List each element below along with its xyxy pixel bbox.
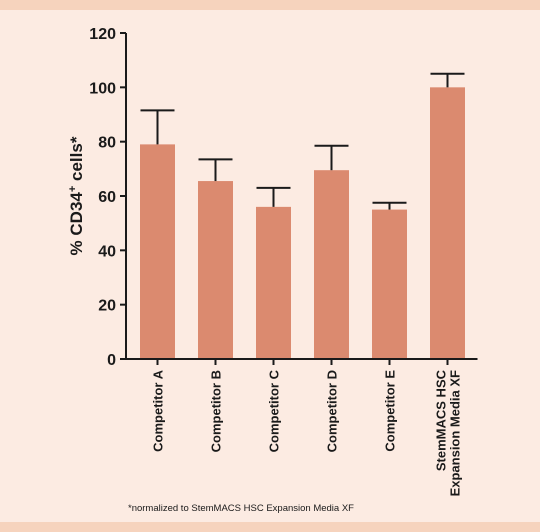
- x-category-label: Competitor B: [209, 370, 224, 452]
- x-category-label: Competitor D: [325, 370, 340, 452]
- y-axis-ticks: 0 20 40 60 80 100 120: [89, 26, 126, 369]
- y-tick-label: 40: [98, 243, 116, 260]
- error-bars: [140, 72, 465, 210]
- y-tick-label: 100: [89, 80, 116, 97]
- y-axis-title-superscript: +: [67, 186, 79, 192]
- x-category-label: Competitor A: [151, 369, 166, 451]
- y-axis-title-main: % CD34: [67, 192, 86, 256]
- y-tick-label: 60: [98, 189, 116, 206]
- y-tick-label: 0: [107, 352, 116, 369]
- bar: [430, 87, 465, 359]
- x-axis-category-labels: Competitor A Competitor B Competitor C Comp…: [151, 369, 463, 496]
- bar: [256, 206, 291, 359]
- bottom-band: [0, 522, 540, 532]
- footnote: *normalized to StemMACS HSC Expansion Me…: [128, 503, 354, 514]
- y-tick-label: 80: [98, 135, 116, 152]
- axes: [125, 33, 478, 365]
- bar: [140, 144, 175, 359]
- y-axis-title: % CD34+ cells*: [67, 136, 86, 255]
- y-tick-label: 120: [89, 26, 116, 43]
- x-category-label: Competitor C: [267, 369, 282, 452]
- y-axis-title-tail: cells*: [67, 136, 86, 186]
- y-tick-label: 20: [98, 298, 116, 315]
- bars: [140, 87, 465, 359]
- x-category-label: Competitor E: [383, 370, 398, 452]
- x-category-label: Expansion Media XF: [448, 370, 463, 496]
- bar: [372, 209, 407, 359]
- bar: [198, 181, 233, 359]
- bar: [314, 170, 349, 359]
- top-band: [0, 0, 540, 10]
- x-category-label: StemMACS HSC: [434, 369, 449, 471]
- y-axis-label: % CD34+ cells*: [67, 136, 86, 255]
